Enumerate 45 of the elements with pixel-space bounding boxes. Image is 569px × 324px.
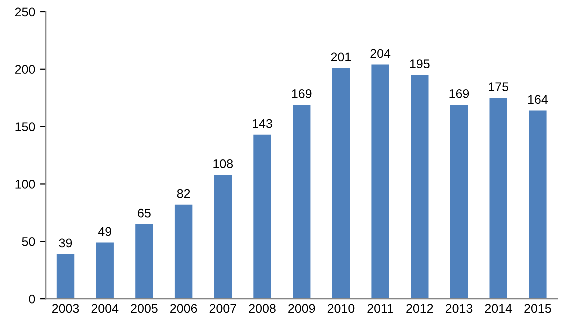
data-label: 65 (138, 208, 151, 218)
y-tick-label: 100 (16, 180, 36, 189)
bar (450, 104, 468, 300)
y-tick-label: 50 (22, 237, 36, 246)
bar (214, 175, 232, 300)
bar (56, 254, 75, 300)
data-label: 108 (214, 160, 234, 168)
y-tick-label: 0 (29, 294, 36, 304)
x-tick-label: 2008 (249, 304, 276, 314)
x-tick-label: 2010 (328, 304, 355, 314)
x-tick-label: 2009 (288, 304, 316, 314)
bar (332, 68, 350, 300)
data-label: 143 (253, 119, 272, 128)
x-tick-label: 2011 (368, 304, 394, 314)
x-tick-label: 2003 (52, 304, 80, 314)
data-label: 39 (59, 238, 72, 248)
data-label: 169 (292, 90, 312, 98)
y-tick-label: 150 (16, 122, 36, 132)
x-tick-label: 2014 (485, 304, 512, 314)
x-tick-label: 2013 (446, 304, 473, 314)
data-label: 195 (410, 60, 430, 69)
x-tick-label: 2005 (131, 304, 158, 314)
data-label: 164 (528, 95, 548, 104)
bar (372, 64, 390, 300)
data-label: 169 (450, 90, 470, 98)
y-tick-label: 200 (15, 65, 36, 74)
bar (490, 98, 508, 300)
x-tick-label: 2015 (524, 304, 552, 314)
x-tick-label: 2007 (210, 304, 236, 314)
bar (96, 242, 114, 300)
data-label: 175 (489, 82, 508, 92)
bar (174, 204, 193, 300)
x-tick-label: 2012 (406, 304, 434, 314)
bar (293, 104, 311, 300)
data-label: 204 (370, 49, 391, 58)
data-label: 201 (331, 52, 352, 62)
bar (411, 75, 429, 300)
y-tick-label: 250 (15, 8, 36, 17)
x-tick-label: 2004 (92, 304, 119, 314)
bar (529, 110, 547, 300)
data-label: 49 (98, 227, 112, 236)
data-label: 82 (177, 189, 190, 198)
bar (136, 224, 154, 300)
bar (254, 134, 272, 300)
x-tick-label: 2006 (170, 304, 198, 314)
